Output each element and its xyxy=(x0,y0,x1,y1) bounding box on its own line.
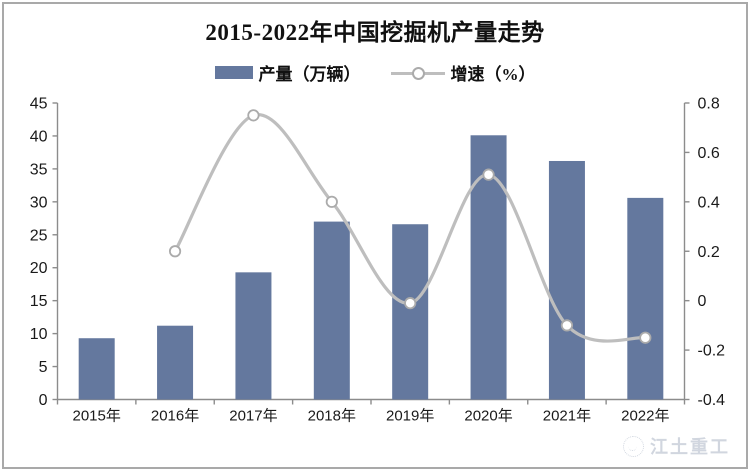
circle-marker-icon xyxy=(411,66,425,80)
right-axis-tick-label: 0.8 xyxy=(698,96,720,113)
left-axis-tick-label: 0 xyxy=(39,392,48,409)
growth-point-2021年 xyxy=(560,319,574,332)
growth-point-2018年 xyxy=(325,195,338,208)
growth-point-2017年 xyxy=(247,109,260,122)
watermark: 江土重工 xyxy=(623,433,730,459)
watermark-text: 江土重工 xyxy=(650,437,730,457)
x-axis-label: 2022年 xyxy=(621,408,669,425)
legend-item-production: 产量（万辆） xyxy=(214,60,361,85)
right-axis-tick-label: -0.2 xyxy=(698,343,726,360)
production-bar-2018年 xyxy=(313,221,350,400)
x-axis-label: 2016年 xyxy=(151,408,199,425)
left-axis-tick-label: 15 xyxy=(30,293,48,310)
legend-label-production: 产量（万辆） xyxy=(258,65,361,84)
x-axis-label: 2018年 xyxy=(308,408,356,425)
watermark-logo-icon xyxy=(623,435,644,457)
growth-point-2022年 xyxy=(639,331,652,344)
left-axis-tick-label: 20 xyxy=(30,260,48,277)
left-axis-tick-label: 10 xyxy=(30,326,48,343)
x-axis-label: 2017年 xyxy=(229,408,277,425)
line-marker-swatch-icon xyxy=(390,66,445,80)
growth-point-2020年 xyxy=(482,168,495,181)
right-axis-tick-label: 0.6 xyxy=(698,145,720,162)
left-axis-tick-label: 5 xyxy=(39,359,48,376)
production-bar-2017年 xyxy=(235,272,272,400)
production-bar-2015年 xyxy=(78,338,115,400)
legend-item-growth: 增速（%） xyxy=(390,60,536,85)
legend: 产量（万辆） 增速（%） xyxy=(0,60,750,85)
bar-swatch-icon xyxy=(214,66,253,79)
growth-point-2016年 xyxy=(168,245,182,258)
production-bar-2019年 xyxy=(392,224,429,400)
x-axis-label: 2021年 xyxy=(543,408,591,425)
left-axis-tick-label: 30 xyxy=(30,194,48,211)
production-bar-2022年 xyxy=(627,197,664,400)
chart-title: 2015-2022年中国挖掘机产量走势 xyxy=(205,20,545,45)
legend-label-growth: 增速（%） xyxy=(450,65,536,84)
x-axis-label: 2019年 xyxy=(386,408,434,425)
right-axis-tick-label: -0.4 xyxy=(698,392,726,409)
production-bar-2016年 xyxy=(157,325,194,400)
right-axis-tick-label: 0.4 xyxy=(698,194,720,211)
left-axis-tick-label: 25 xyxy=(30,227,48,244)
right-axis-tick-label: 0 xyxy=(698,293,707,310)
right-axis-tick-label: 0.2 xyxy=(698,244,720,261)
left-axis-tick-label: 35 xyxy=(30,161,48,178)
left-axis-tick-label: 40 xyxy=(30,128,48,145)
left-axis-tick-label: 45 xyxy=(30,96,48,113)
x-axis-label: 2020年 xyxy=(464,408,512,425)
growth-point-2019年 xyxy=(404,297,417,310)
production-bar-2021年 xyxy=(548,160,585,400)
x-axis-label: 2015年 xyxy=(73,408,121,425)
